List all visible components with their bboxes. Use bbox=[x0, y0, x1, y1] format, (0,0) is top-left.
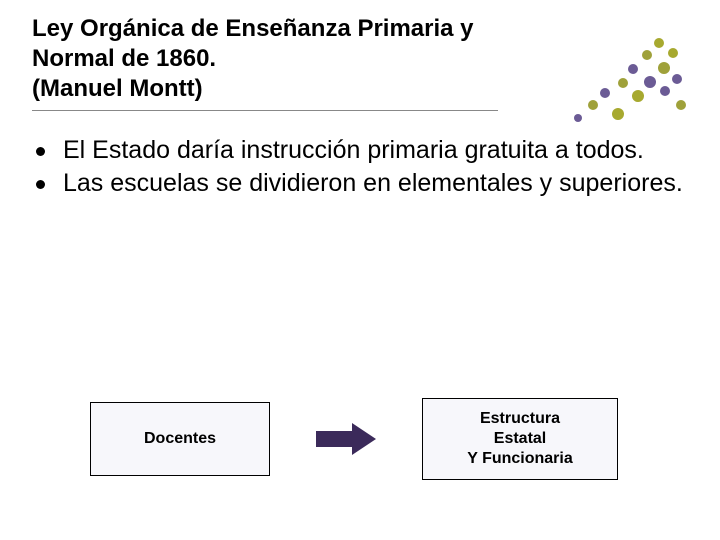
diagram: Docentes Estructura Estatal Y Funcionari… bbox=[90, 398, 618, 480]
slide: Ley Orgánica de Enseñanza Primaria y Nor… bbox=[0, 0, 720, 540]
deco-dot bbox=[658, 62, 670, 74]
deco-dot bbox=[644, 76, 656, 88]
deco-dot bbox=[676, 100, 686, 110]
bullet-icon bbox=[36, 180, 45, 189]
bullet-text: El Estado daría instrucción primaria gra… bbox=[63, 135, 644, 166]
deco-dot bbox=[672, 74, 682, 84]
box-label-line: Y Funcionaria bbox=[467, 449, 573, 469]
deco-dot bbox=[654, 38, 664, 48]
arrow-icon bbox=[314, 419, 378, 459]
deco-dot bbox=[642, 50, 652, 60]
deco-dot bbox=[588, 100, 598, 110]
bullet-text: Las escuelas se dividieron en elementale… bbox=[63, 168, 683, 199]
decorative-dots bbox=[568, 30, 688, 130]
deco-dot bbox=[618, 78, 628, 88]
bullet-icon bbox=[36, 147, 45, 156]
deco-dot bbox=[632, 90, 644, 102]
box-label-line: Estatal bbox=[494, 429, 546, 449]
deco-dot bbox=[628, 64, 638, 74]
deco-dot bbox=[660, 86, 670, 96]
bullet-list: El Estado daría instrucción primaria gra… bbox=[36, 135, 688, 200]
title-line-3: (Manuel Montt) bbox=[32, 74, 498, 104]
deco-dot bbox=[600, 88, 610, 98]
box-docentes: Docentes bbox=[90, 402, 270, 476]
list-item: El Estado daría instrucción primaria gra… bbox=[36, 135, 688, 166]
title-line-2: Normal de 1860. bbox=[32, 44, 498, 74]
deco-dot bbox=[574, 114, 582, 122]
deco-dot bbox=[668, 48, 678, 58]
title-block: Ley Orgánica de Enseñanza Primaria y Nor… bbox=[32, 14, 498, 111]
box-label-line: Estructura bbox=[480, 409, 560, 429]
box-label: Docentes bbox=[144, 429, 216, 449]
title-line-1: Ley Orgánica de Enseñanza Primaria y bbox=[32, 14, 498, 44]
deco-dot bbox=[612, 108, 624, 120]
box-estructura: Estructura Estatal Y Funcionaria bbox=[422, 398, 618, 480]
list-item: Las escuelas se dividieron en elementale… bbox=[36, 168, 688, 199]
